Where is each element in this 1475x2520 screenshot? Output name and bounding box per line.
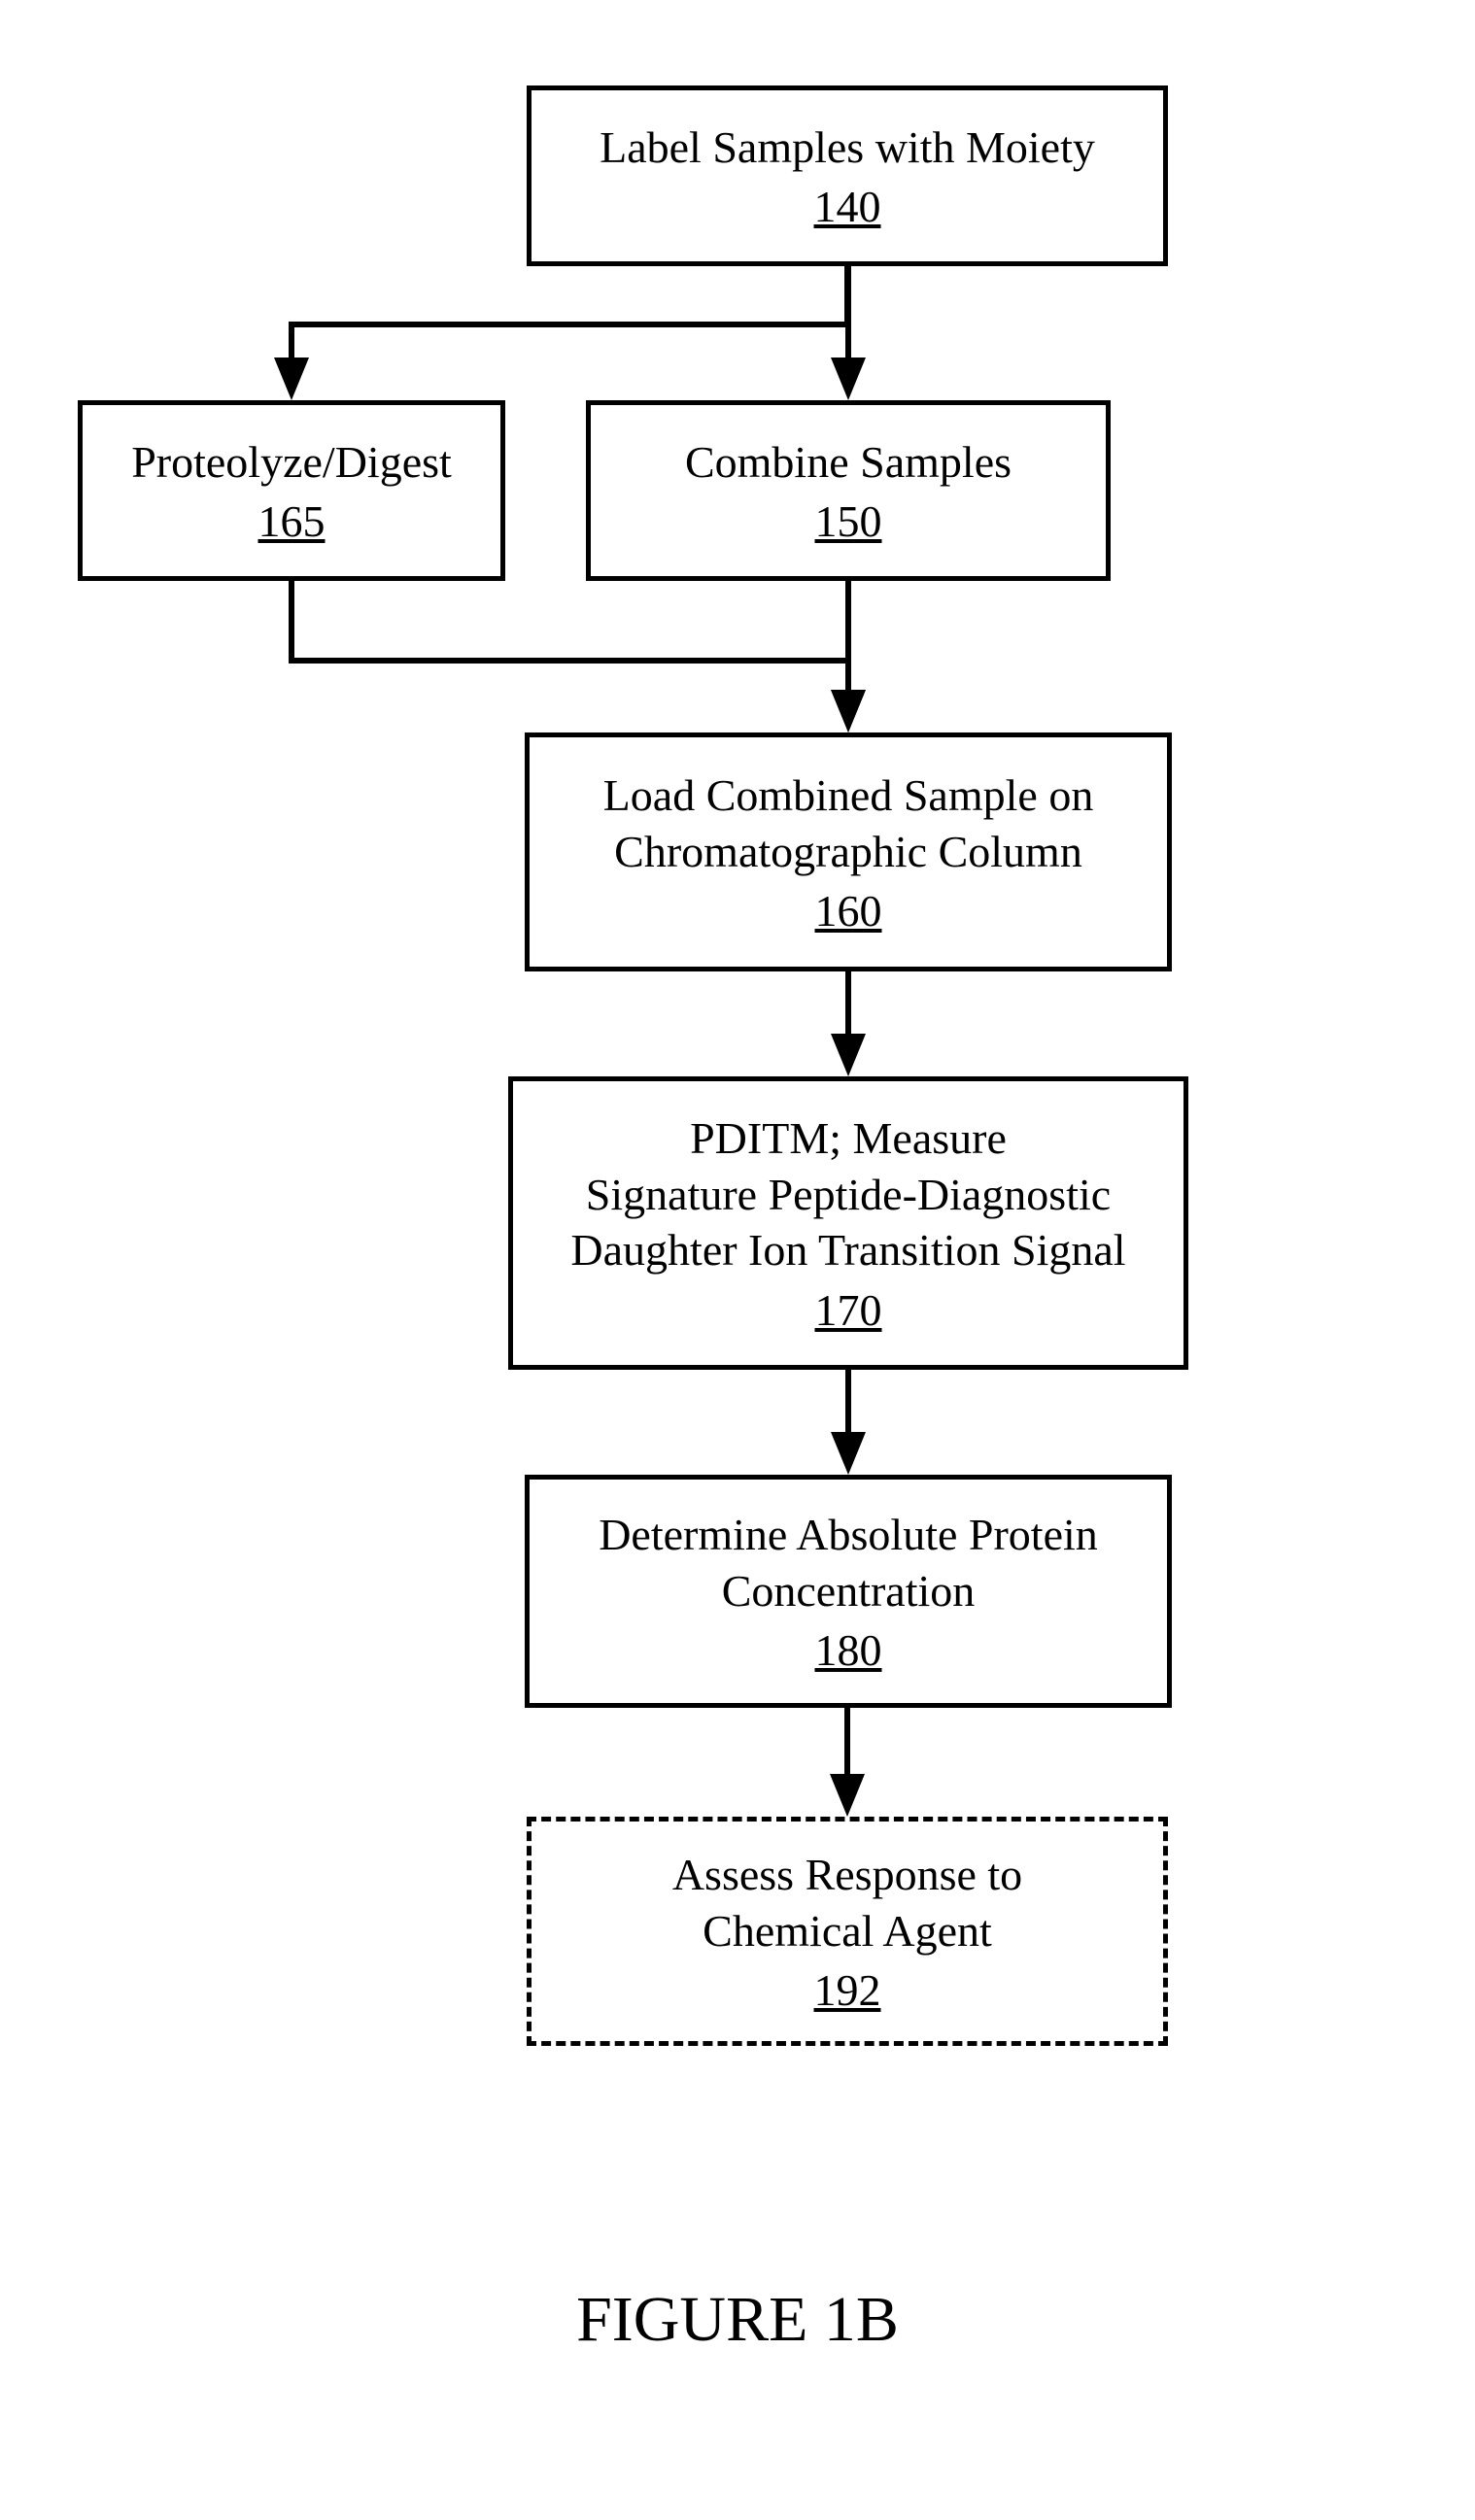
- node-180-label: Determine Absolute ProteinConcentration: [599, 1507, 1098, 1618]
- node-140: Label Samples with Moiety 140: [527, 85, 1168, 266]
- node-192-num: 192: [814, 1964, 881, 2016]
- node-160: Load Combined Sample onChromatographic C…: [525, 732, 1172, 971]
- node-140-num: 140: [814, 181, 881, 232]
- node-170-num: 170: [815, 1284, 882, 1336]
- figure-canvas: Label Samples with Moiety 140 Proteolyze…: [0, 0, 1475, 2520]
- node-165-num: 165: [258, 495, 326, 547]
- node-165: Proteolyze/Digest 165: [78, 400, 505, 581]
- node-192: Assess Response toChemical Agent 192: [527, 1817, 1168, 2046]
- node-150-label: Combine Samples: [685, 434, 1012, 491]
- node-160-num: 160: [815, 885, 882, 936]
- node-180: Determine Absolute ProteinConcentration …: [525, 1475, 1172, 1708]
- node-165-label: Proteolyze/Digest: [131, 434, 452, 491]
- node-192-label: Assess Response toChemical Agent: [672, 1847, 1022, 1958]
- node-180-num: 180: [815, 1624, 882, 1676]
- node-170-label: PDITM; MeasureSignature Peptide-Diagnost…: [570, 1110, 1125, 1278]
- node-140-label: Label Samples with Moiety: [600, 119, 1095, 176]
- node-160-label: Load Combined Sample onChromatographic C…: [603, 767, 1094, 879]
- node-150-num: 150: [815, 495, 882, 547]
- node-170: PDITM; MeasureSignature Peptide-Diagnost…: [508, 1076, 1188, 1370]
- node-150: Combine Samples 150: [586, 400, 1111, 581]
- figure-caption: FIGURE 1B: [0, 2283, 1475, 2357]
